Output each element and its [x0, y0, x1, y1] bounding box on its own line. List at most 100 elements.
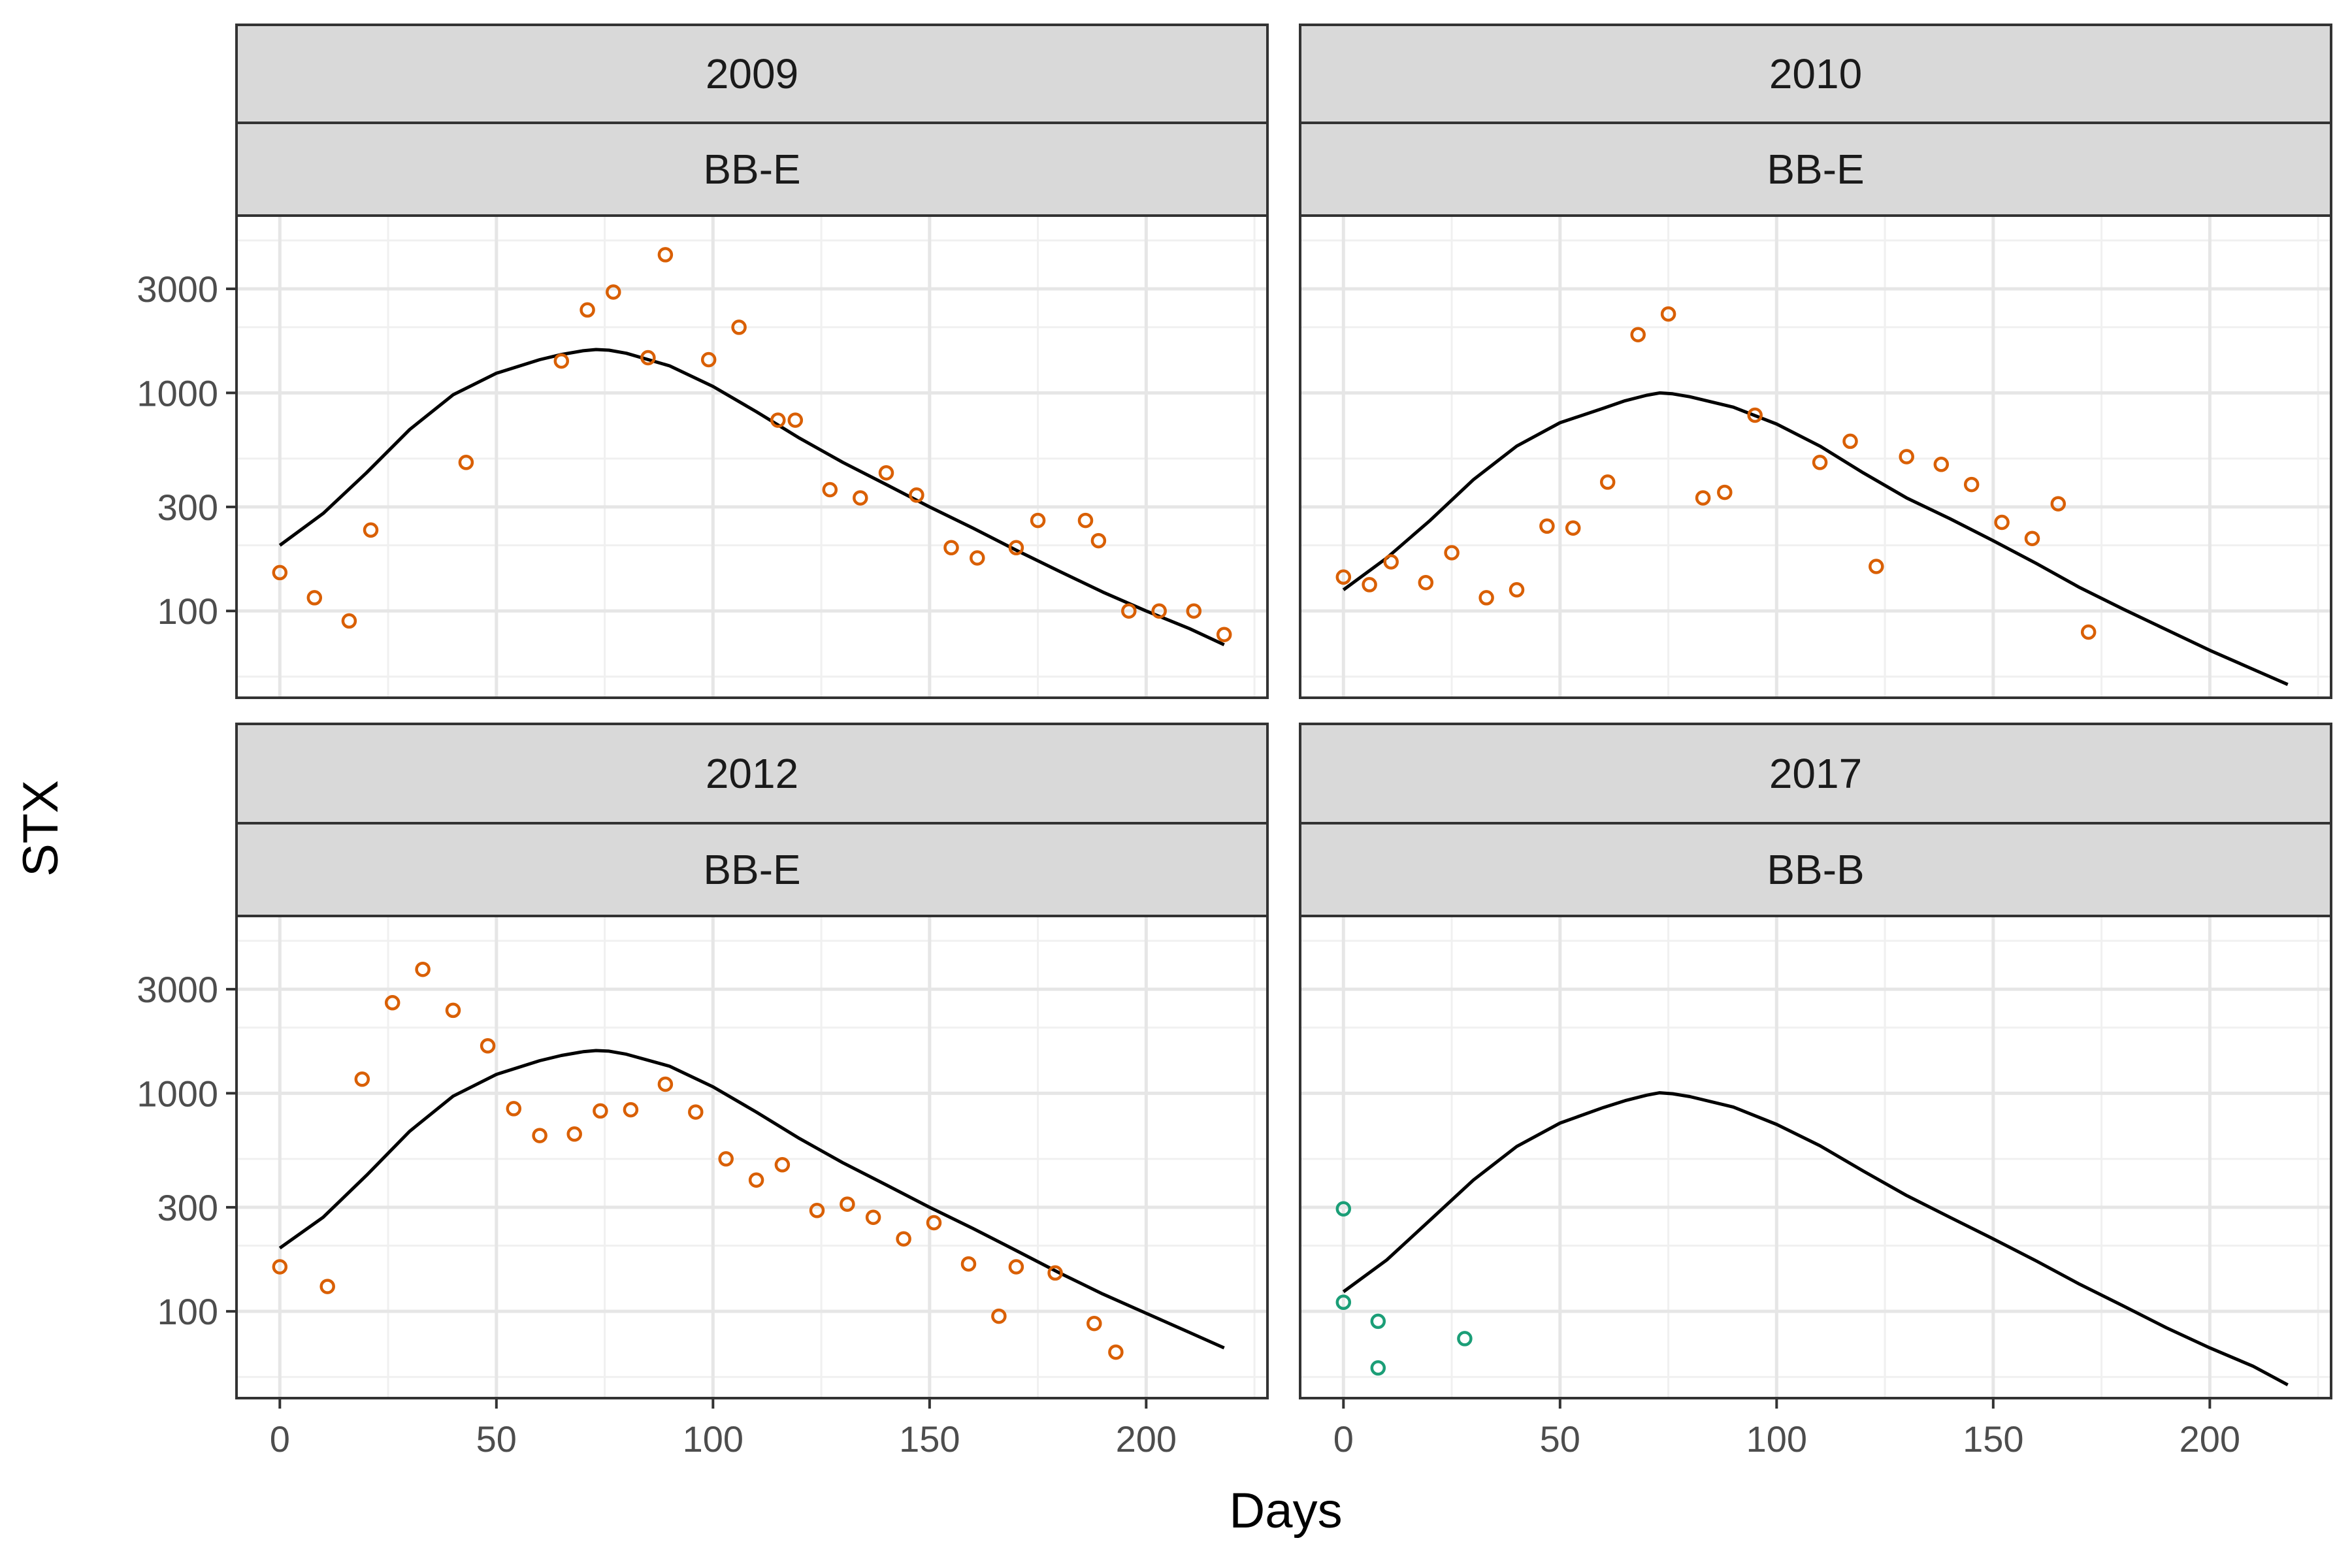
data-point — [1335, 1201, 1352, 1217]
data-point — [506, 1101, 522, 1117]
data-point — [580, 302, 595, 318]
panel-2010: 2010 BB-E — [1299, 24, 2332, 699]
strip-site-label: BB-E — [703, 846, 800, 893]
x-tick-label: 100 — [1746, 1418, 1807, 1460]
y-tick-label: 100 — [157, 591, 218, 632]
panel-2012: 2012 BB-E 100 300 1000 3000 0 50 100 150 200 — [137, 723, 1269, 1460]
data-point — [445, 1002, 461, 1019]
data-point — [1695, 490, 1711, 506]
data-point — [341, 613, 357, 629]
data-point — [718, 1151, 734, 1167]
data-point — [384, 995, 400, 1011]
y-tick-label: 100 — [157, 1291, 218, 1332]
panel-2009: 2009 BB-E 100 300 1000 3000 — [137, 24, 1269, 699]
data-point — [532, 1128, 547, 1143]
data-point — [1008, 540, 1024, 556]
data-point — [1077, 512, 1094, 529]
data-point — [943, 540, 959, 556]
data-point — [1747, 407, 1763, 423]
data-point — [553, 353, 570, 369]
y-tick-label: 1000 — [137, 372, 218, 414]
data-point — [1509, 582, 1525, 598]
strip-year-label: 2012 — [706, 750, 798, 797]
strip-year — [1299, 24, 2332, 124]
data-point — [2080, 624, 2097, 640]
data-point — [1362, 577, 1377, 593]
panel-border — [1299, 915, 2332, 1399]
data-point — [822, 482, 838, 498]
data-point — [2024, 531, 2040, 546]
data-point — [1717, 484, 1733, 500]
data-point — [853, 490, 868, 506]
data-point — [1444, 545, 1460, 561]
data-point — [731, 319, 747, 335]
data-point — [909, 487, 924, 503]
data-point — [2050, 496, 2066, 512]
x-axis-title: Days — [1229, 1483, 1342, 1539]
data-point — [840, 1196, 855, 1212]
data-point — [1086, 1315, 1102, 1331]
data-point — [272, 564, 288, 581]
data-point — [1090, 532, 1107, 549]
fit-curve — [1342, 1091, 2289, 1386]
y-tick-label: 1000 — [137, 1073, 218, 1114]
data-point — [1121, 603, 1137, 619]
data-point — [926, 1215, 942, 1231]
panel-background — [237, 216, 1267, 698]
panel-2017: 2017 BB-B 0 50 100 150 200 — [1299, 723, 2332, 1460]
data-point — [1151, 603, 1167, 619]
data-point — [1030, 512, 1046, 529]
data-point — [1008, 1259, 1024, 1275]
data-point — [415, 961, 431, 977]
data-point — [606, 284, 621, 300]
data-point — [1660, 306, 1676, 322]
strip-site — [1299, 122, 2332, 217]
y-tick-label: 300 — [157, 487, 218, 528]
strip-site-label: BB-E — [703, 146, 800, 193]
data-point — [770, 412, 786, 428]
data-point — [363, 522, 379, 538]
strip-site-label: BB-B — [1767, 846, 1864, 893]
data-point — [1370, 1313, 1386, 1330]
data-point — [1812, 455, 1828, 470]
strip-year-label: 2017 — [1769, 750, 1862, 797]
data-point — [1539, 518, 1555, 534]
data-point — [1994, 514, 2010, 531]
data-point — [480, 1038, 496, 1054]
data-point — [960, 1256, 977, 1272]
data-point — [700, 351, 717, 368]
y-axis-title: STX — [13, 780, 69, 877]
data-point — [1599, 474, 1616, 490]
x-tick-label: 200 — [2180, 1418, 2240, 1460]
x-tick-label: 150 — [1963, 1418, 2023, 1460]
panel-border — [235, 214, 1269, 699]
strip-year-label: 2009 — [706, 50, 798, 97]
fit-curve — [278, 1049, 1225, 1350]
data-point — [809, 1203, 825, 1218]
data-point — [774, 1157, 791, 1173]
data-point — [1383, 554, 1399, 570]
data-point — [1047, 1265, 1063, 1281]
x-tick-label: 0 — [1333, 1418, 1354, 1460]
x-tick-label: 100 — [683, 1418, 743, 1460]
data-point — [991, 1308, 1007, 1324]
x-tick-label: 0 — [270, 1418, 290, 1460]
fit-curve — [1342, 391, 2289, 686]
data-point — [1933, 457, 1950, 472]
data-point — [623, 1102, 639, 1118]
data-point — [688, 1104, 704, 1120]
data-point — [1963, 476, 1980, 493]
data-point — [1418, 574, 1434, 591]
data-point — [458, 455, 474, 470]
data-point — [657, 1076, 674, 1092]
strip-site — [235, 122, 1269, 217]
panel-border — [1299, 214, 2332, 699]
data-point — [319, 1279, 335, 1294]
data-point — [272, 1259, 288, 1275]
data-point — [878, 465, 894, 481]
data-point — [970, 550, 985, 566]
data-point — [1216, 627, 1232, 642]
data-point — [566, 1126, 582, 1142]
x-tick-label: 200 — [1116, 1418, 1177, 1460]
